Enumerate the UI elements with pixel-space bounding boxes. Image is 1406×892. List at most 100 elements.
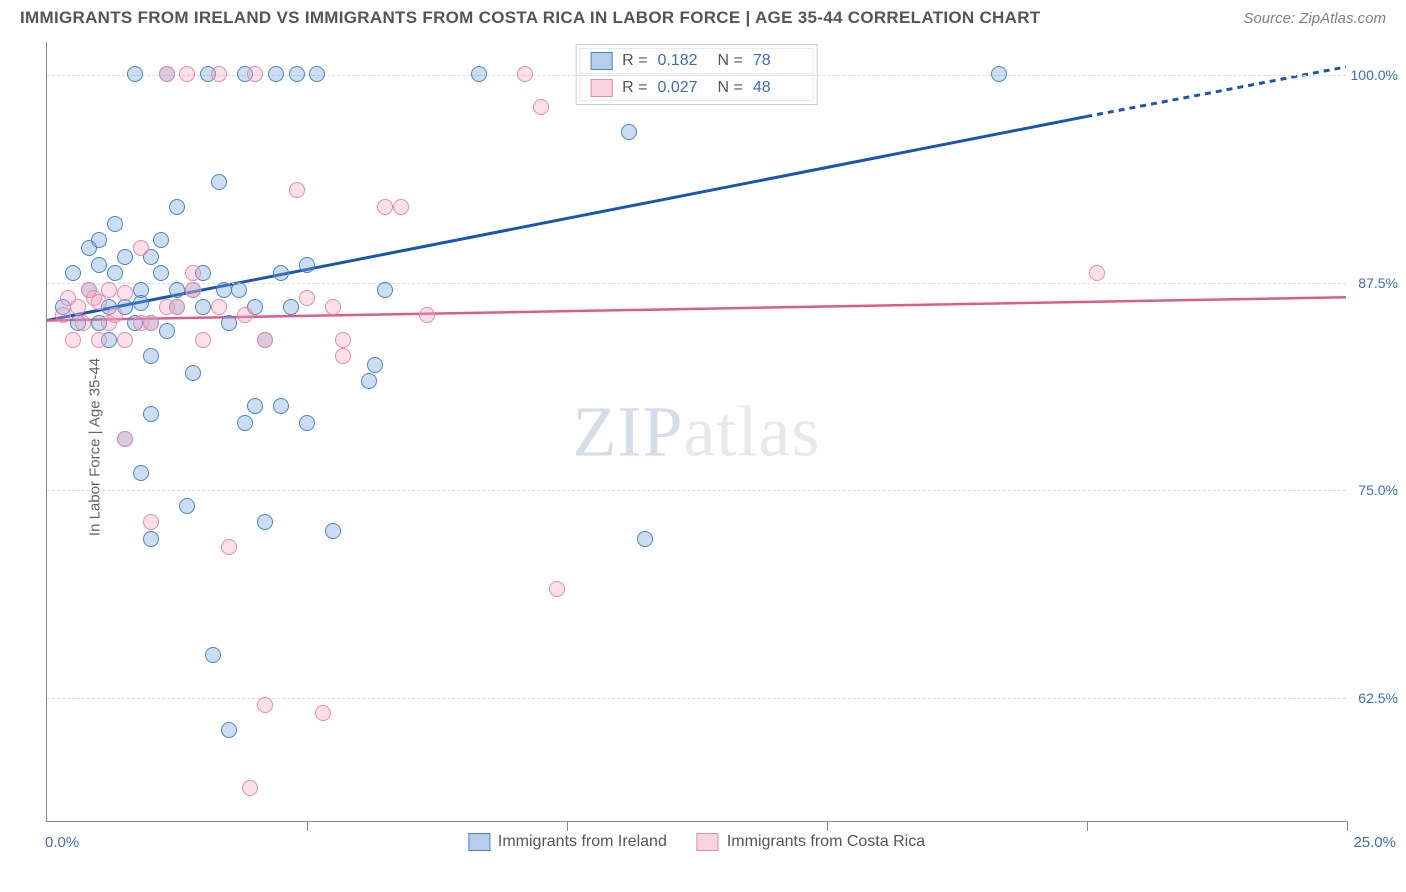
data-point (211, 174, 227, 190)
gridline-h (47, 698, 1346, 699)
data-point (153, 232, 169, 248)
data-point (143, 531, 159, 547)
legend-swatch (590, 52, 612, 70)
data-point (185, 365, 201, 381)
x-tick (827, 821, 828, 831)
trend-lines (47, 42, 1346, 821)
data-point (1089, 265, 1105, 281)
n-value: 78 (753, 52, 803, 70)
data-point (315, 705, 331, 721)
legend-label: Immigrants from Ireland (498, 833, 667, 851)
chart-title: IMMIGRANTS FROM IRELAND VS IMMIGRANTS FR… (20, 8, 1040, 28)
data-point (169, 199, 185, 215)
data-point (309, 66, 325, 82)
data-point (283, 299, 299, 315)
data-point (185, 282, 201, 298)
data-point (393, 199, 409, 215)
x-axis-min-label: 0.0% (45, 834, 79, 851)
data-point (107, 265, 123, 281)
legend-stat-row: R =0.027N =48 (579, 75, 814, 101)
data-point (195, 299, 211, 315)
data-point (242, 780, 258, 796)
data-point (273, 265, 289, 281)
data-point (185, 265, 201, 281)
data-point (361, 373, 377, 389)
data-point (325, 299, 341, 315)
data-point (127, 66, 143, 82)
data-point (533, 99, 549, 115)
data-point (70, 299, 86, 315)
data-point (517, 66, 533, 82)
data-point (289, 66, 305, 82)
legend-item: Immigrants from Costa Rica (697, 833, 925, 851)
source-attribution: Source: ZipAtlas.com (1243, 10, 1386, 27)
data-point (133, 465, 149, 481)
data-point (169, 299, 185, 315)
data-point (107, 216, 123, 232)
data-point (91, 332, 107, 348)
data-point (549, 581, 565, 597)
r-label: R = (622, 52, 647, 70)
data-point (195, 332, 211, 348)
data-point (325, 523, 341, 539)
data-point (237, 307, 253, 323)
data-point (117, 249, 133, 265)
data-point (299, 290, 315, 306)
data-point (117, 332, 133, 348)
data-point (221, 722, 237, 738)
data-point (237, 415, 253, 431)
x-axis-max-label: 25.0% (1353, 834, 1396, 851)
legend-swatch (590, 79, 612, 97)
n-label: N = (718, 79, 743, 97)
data-point (117, 285, 133, 301)
x-tick (567, 821, 568, 831)
data-point (143, 406, 159, 422)
data-point (179, 498, 195, 514)
data-point (335, 348, 351, 364)
data-point (65, 265, 81, 281)
data-point (991, 66, 1007, 82)
data-point (133, 295, 149, 311)
x-tick (1347, 821, 1348, 831)
data-point (377, 282, 393, 298)
legend-swatch (468, 833, 490, 851)
data-point (75, 315, 91, 331)
data-point (91, 232, 107, 248)
data-point (143, 348, 159, 364)
data-point (273, 398, 289, 414)
series-legend: Immigrants from Ireland Immigrants from C… (468, 833, 925, 851)
data-point (65, 332, 81, 348)
plot-area: ZIPatlas R =0.182N =78R =0.027N =48 Immi… (46, 42, 1346, 822)
data-point (299, 415, 315, 431)
data-point (107, 307, 123, 323)
gridline-h (47, 490, 1346, 491)
data-point (367, 357, 383, 373)
data-point (221, 539, 237, 555)
data-point (216, 282, 232, 298)
data-point (299, 257, 315, 273)
data-point (133, 240, 149, 256)
y-tick-label: 75.0% (1358, 482, 1398, 498)
data-point (257, 332, 273, 348)
y-tick-label: 87.5% (1358, 275, 1398, 291)
trend-line (47, 117, 1086, 321)
data-point (471, 66, 487, 82)
data-point (637, 531, 653, 547)
legend-swatch (697, 833, 719, 851)
legend-item: Immigrants from Ireland (468, 833, 667, 851)
data-point (101, 282, 117, 298)
r-value: 0.182 (658, 52, 708, 70)
data-point (159, 323, 175, 339)
watermark-zip: ZIP (573, 391, 684, 471)
data-point (143, 315, 159, 331)
x-tick (1087, 821, 1088, 831)
data-point (257, 697, 273, 713)
chart-container: In Labor Force | Age 35-44 ZIPatlas R =0… (0, 32, 1406, 862)
data-point (335, 332, 351, 348)
data-point (247, 66, 263, 82)
data-point (159, 66, 175, 82)
data-point (91, 257, 107, 273)
data-point (247, 398, 263, 414)
data-point (211, 299, 227, 315)
legend-stat-row: R =0.182N =78 (579, 48, 814, 74)
